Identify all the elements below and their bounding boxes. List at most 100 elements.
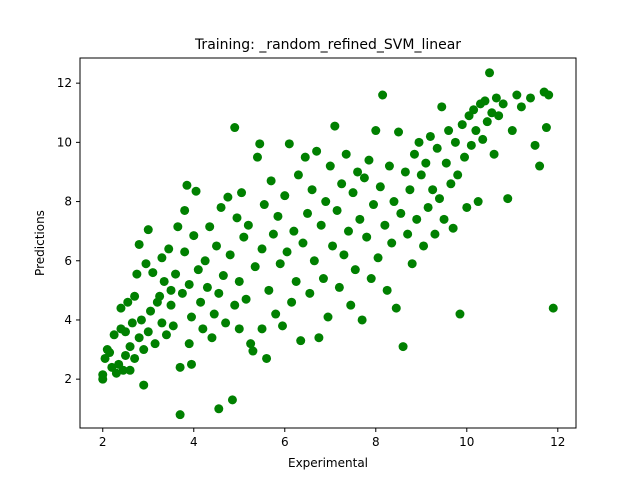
data-point <box>423 202 433 212</box>
data-point <box>548 303 558 313</box>
data-point <box>250 262 260 272</box>
data-point <box>209 309 219 319</box>
data-point <box>400 167 410 177</box>
data-point <box>268 229 278 239</box>
data-point <box>371 126 381 136</box>
data-point <box>450 137 460 147</box>
data-point <box>189 231 199 241</box>
data-point <box>123 297 133 307</box>
data-point <box>316 220 326 230</box>
data-point <box>441 158 451 168</box>
data-point <box>391 303 401 313</box>
data-point <box>466 140 476 150</box>
data-point <box>180 205 190 215</box>
data-point <box>171 269 181 279</box>
data-point <box>166 285 176 295</box>
data-point <box>421 158 431 168</box>
data-point <box>184 279 194 289</box>
data-point <box>437 102 447 112</box>
data-point <box>494 111 504 121</box>
data-point <box>130 353 140 363</box>
data-point <box>287 297 297 307</box>
data-point <box>221 318 231 328</box>
data-point <box>182 180 192 190</box>
data-point <box>359 173 369 183</box>
data-point <box>353 167 363 177</box>
data-point <box>177 288 187 298</box>
data-point <box>498 99 508 109</box>
y-axis-ticks: 2 4 6 8 10 12 <box>57 76 80 386</box>
data-point <box>225 250 235 260</box>
data-point <box>343 226 353 236</box>
data-point <box>453 170 463 180</box>
data-point <box>161 330 171 340</box>
data-point <box>127 318 137 328</box>
data-point <box>180 247 190 257</box>
data-point <box>389 197 399 207</box>
data-point <box>200 256 210 266</box>
data-point <box>289 226 299 236</box>
data-point <box>412 214 422 224</box>
data-point <box>541 123 551 133</box>
data-point <box>109 330 119 340</box>
data-point <box>503 194 513 204</box>
data-point <box>405 185 415 195</box>
data-point <box>387 238 397 248</box>
data-point <box>544 90 554 100</box>
data-point <box>325 161 335 171</box>
y-tick-label: 4 <box>64 313 72 327</box>
data-point <box>262 353 272 363</box>
data-point <box>478 134 488 144</box>
data-point <box>337 179 347 189</box>
data-point <box>118 365 128 375</box>
data-point <box>446 179 456 189</box>
data-point <box>239 232 249 242</box>
data-point <box>148 268 158 278</box>
data-points <box>98 68 558 420</box>
data-point <box>314 333 324 343</box>
data-point <box>312 146 322 156</box>
data-point <box>384 161 394 171</box>
data-point <box>487 108 497 118</box>
data-point <box>139 345 149 355</box>
data-point <box>378 90 388 100</box>
data-point <box>186 312 196 322</box>
data-point <box>434 194 444 204</box>
data-point <box>482 117 492 127</box>
data-point <box>241 294 251 304</box>
data-point <box>460 152 470 162</box>
data-point <box>280 191 290 201</box>
data-point <box>116 303 126 313</box>
data-point <box>444 126 454 136</box>
data-point <box>341 149 351 159</box>
data-point <box>255 139 265 149</box>
data-point <box>375 182 385 192</box>
data-point <box>193 265 203 275</box>
data-point <box>355 214 365 224</box>
data-point <box>227 395 237 405</box>
data-point <box>323 312 333 322</box>
data-point <box>398 342 408 352</box>
data-point <box>198 324 208 334</box>
data-point <box>457 120 467 130</box>
data-point <box>409 149 419 159</box>
data-point <box>428 185 438 195</box>
x-tick-label: 12 <box>550 435 565 449</box>
x-tick-label: 4 <box>190 435 198 449</box>
y-tick-label: 6 <box>64 254 72 268</box>
data-point <box>480 96 490 106</box>
data-point <box>491 93 501 103</box>
data-point <box>321 197 331 207</box>
data-point <box>173 222 183 232</box>
data-point <box>291 276 301 286</box>
data-point <box>132 269 142 279</box>
data-point <box>373 253 383 263</box>
data-point <box>416 170 426 180</box>
data-point <box>166 300 176 310</box>
data-point <box>300 152 310 162</box>
data-point <box>328 241 338 251</box>
data-point <box>419 241 429 251</box>
data-point <box>257 244 267 254</box>
data-point <box>535 161 545 171</box>
